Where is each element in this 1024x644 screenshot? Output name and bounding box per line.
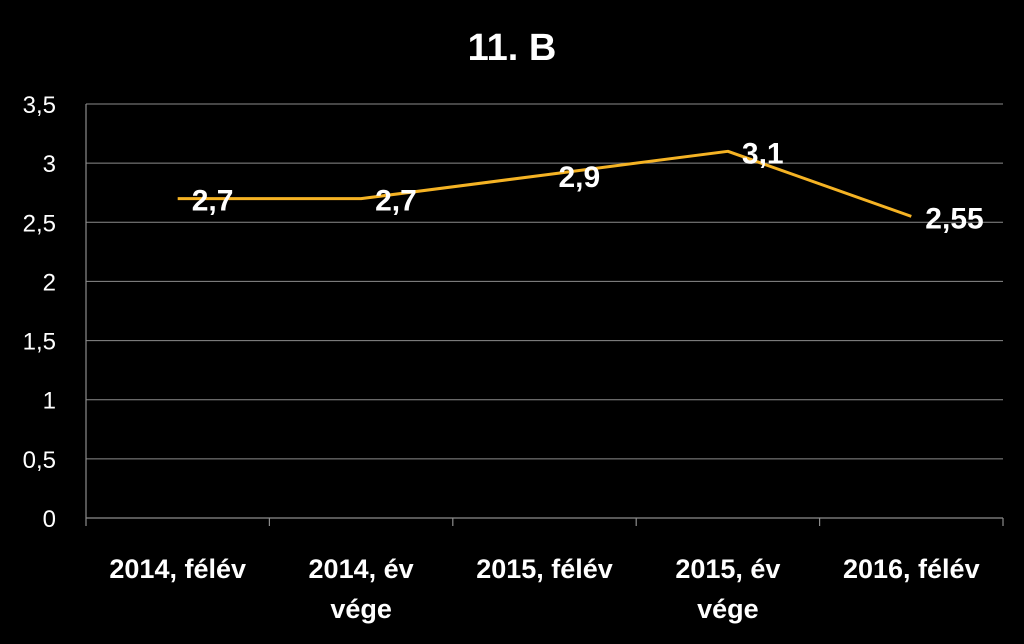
y-tick-label: 2,5	[23, 210, 56, 237]
data-label: 2,7	[192, 185, 234, 218]
y-tick-label: 2	[43, 269, 56, 296]
x-axis-ticks: 2014, félév 2014, év vége 2015, félév 2015, …	[109, 554, 979, 624]
data-label: 2,7	[375, 185, 417, 218]
x-tick-label: 2015, év vége	[675, 554, 780, 624]
y-axis-ticks: 0 0,5 1 1,5 2 2,5 3 3,5	[23, 92, 56, 533]
y-tick-label: 1,5	[23, 329, 56, 356]
y-tick-label: 3	[43, 151, 56, 178]
chart-title: 11. B	[468, 27, 557, 69]
y-tick-label: 3,5	[23, 92, 56, 119]
series-layer	[177, 149, 912, 218]
x-tick-label: 2016, félév	[843, 554, 980, 584]
y-tick-label: 0	[43, 506, 56, 533]
y-tick-label: 1	[43, 388, 56, 415]
data-label: 3,1	[742, 137, 784, 170]
x-tick-label: 2014, félév	[109, 554, 246, 584]
data-label: 2,55	[925, 202, 983, 235]
x-tick-label: 2014, év vége	[309, 554, 414, 624]
series-line	[177, 149, 912, 218]
axes	[85, 104, 1004, 526]
data-label: 2,9	[559, 161, 601, 194]
x-tick-label: 2015, félév	[476, 554, 613, 584]
y-tick-label: 0,5	[23, 447, 56, 474]
gridlines	[86, 103, 1003, 460]
data-labels: 2,7 2,7 2,9 3,1 2,55	[192, 137, 984, 235]
